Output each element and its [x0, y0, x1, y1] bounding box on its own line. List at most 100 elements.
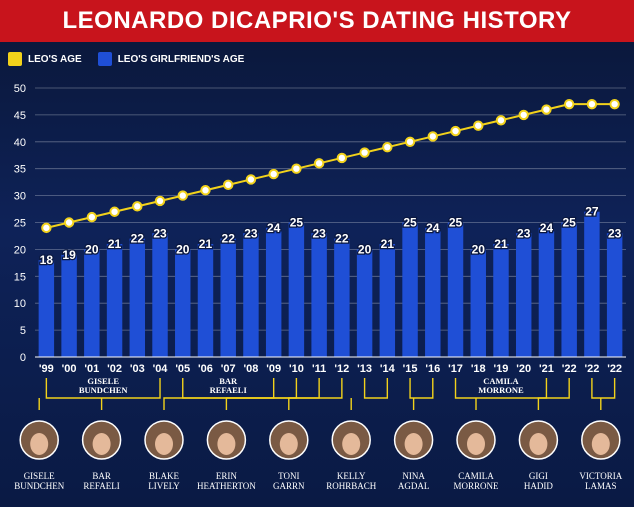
leo-point [291, 163, 302, 174]
leo-point [609, 98, 620, 110]
legend-leo-label: LEO'S AGE [28, 53, 82, 65]
portrait-group: TONI GARRN [269, 420, 309, 491]
bar [402, 222, 418, 357]
bar-value-label: 21 [199, 237, 213, 251]
bar [356, 249, 373, 357]
y-tick-label: 10 [14, 298, 26, 310]
portrait-face [92, 433, 111, 455]
bar [129, 238, 146, 357]
bar-value-label: 19 [62, 248, 76, 262]
bar [175, 249, 191, 357]
x-tick-label: '22 [607, 363, 622, 375]
bar [561, 222, 577, 357]
bar-value-label: 18 [40, 253, 54, 267]
bar [311, 233, 327, 357]
leo-point [132, 201, 143, 212]
portrait-face [404, 433, 423, 455]
portrait-face [467, 433, 485, 455]
portrait-face [217, 433, 236, 455]
x-tick-label: '01 [84, 363, 99, 375]
y-tick-label: 45 [14, 110, 26, 122]
bar-value-label: 23 [244, 226, 258, 240]
bar [106, 244, 123, 357]
range-bracket [45, 378, 161, 399]
portrait-group: CAMILA MORRONE [453, 420, 499, 491]
connector-8 [537, 378, 570, 410]
leo-point [86, 211, 98, 223]
legend-girlfriend-swatch [97, 52, 112, 66]
x-tick-label: '21 [539, 363, 554, 375]
x-tick-label: '09 [266, 363, 281, 375]
bar-value-label: 25 [290, 216, 304, 230]
bar-value-label: 20 [176, 242, 190, 256]
portrait-name: GIGI HADID [524, 471, 553, 491]
legend-girlfriend-label: LEO'S GIRLFRIEND'S AGE [117, 53, 245, 65]
leo-point [109, 206, 120, 217]
portrait-face [591, 433, 610, 455]
leo-point [586, 98, 598, 110]
x-tick-label: '05 [175, 363, 190, 375]
portrait-name: VICTORIA LAMAS [579, 471, 622, 491]
range-bracket [591, 378, 616, 399]
connector-line [288, 378, 343, 410]
y-tick-label: 25 [14, 218, 26, 230]
bar [379, 244, 396, 357]
connector-7 [454, 378, 548, 410]
bar-value-label: 25 [449, 216, 463, 230]
leo-point [200, 185, 211, 196]
leo-point [154, 195, 166, 207]
legend: LEO'S AGE LEO'S GIRLFRIEND'S AGE [8, 52, 254, 66]
y-tick-label: 20 [14, 244, 26, 256]
bar [152, 233, 168, 357]
portrait-face [30, 433, 49, 455]
portrait-name: BLAKE LIVELY [148, 471, 180, 491]
x-tick-label: '14 [380, 363, 396, 375]
x-tick-label: '03 [130, 363, 145, 375]
portrait-name: NINA AGDAL [398, 471, 430, 491]
connector-line [225, 378, 320, 410]
span-label: GISELE BUNDCHEN [79, 376, 129, 395]
portrait-group: BLAKE LIVELY [144, 420, 184, 491]
leo-point [63, 217, 75, 228]
connector-6 [409, 378, 434, 410]
bar-value-label: 21 [108, 237, 122, 251]
bar [515, 233, 532, 357]
leo-point [541, 104, 552, 115]
portrait-name: ERIN HEATHERTON [197, 471, 256, 491]
y-tick-label: 35 [14, 164, 26, 176]
bar [447, 222, 464, 357]
bar [425, 227, 441, 357]
bar-value-label: 21 [381, 237, 395, 251]
connector-5 [350, 378, 389, 410]
bar [288, 222, 305, 357]
bar [220, 238, 236, 357]
x-tick-label: '13 [357, 363, 372, 375]
bar [606, 233, 623, 357]
leo-point [518, 109, 529, 121]
connector-0 [38, 378, 161, 410]
bar [584, 211, 600, 357]
y-tick-label: 5 [20, 325, 26, 337]
bar [265, 227, 282, 357]
bar [38, 260, 55, 357]
series-line-leo [46, 103, 615, 229]
portrait-group: BAR REFAELI [81, 420, 122, 491]
portrait-face [342, 433, 361, 455]
leo-point [427, 131, 438, 142]
leo-point [177, 190, 188, 201]
bar-value-label: 23 [312, 226, 326, 240]
x-tick-label: '08 [244, 363, 259, 375]
range-bracket [409, 378, 434, 399]
portrait-group: VICTORIA LAMAS [579, 420, 623, 491]
leo-point [404, 136, 416, 148]
x-tick-label: '04 [153, 363, 169, 375]
x-tick-label: '22 [584, 363, 599, 375]
bar [61, 254, 77, 357]
y-tick-label: 50 [14, 83, 26, 95]
bar-value-label: 21 [494, 237, 508, 251]
x-tick-label: '06 [198, 363, 213, 375]
leo-point [336, 152, 348, 164]
bar [84, 249, 100, 357]
portrait-group: KELLY ROHRBACH [326, 420, 377, 491]
